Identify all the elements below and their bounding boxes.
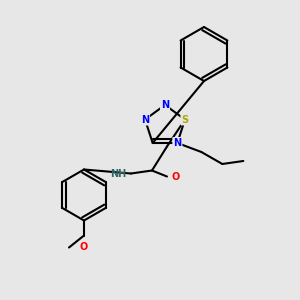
Text: N: N — [141, 115, 149, 124]
Text: S: S — [182, 115, 188, 124]
Text: O: O — [172, 172, 180, 182]
Text: N: N — [173, 138, 181, 148]
Text: O: O — [80, 242, 88, 251]
Text: N: N — [161, 100, 169, 110]
Text: NH: NH — [110, 169, 127, 178]
